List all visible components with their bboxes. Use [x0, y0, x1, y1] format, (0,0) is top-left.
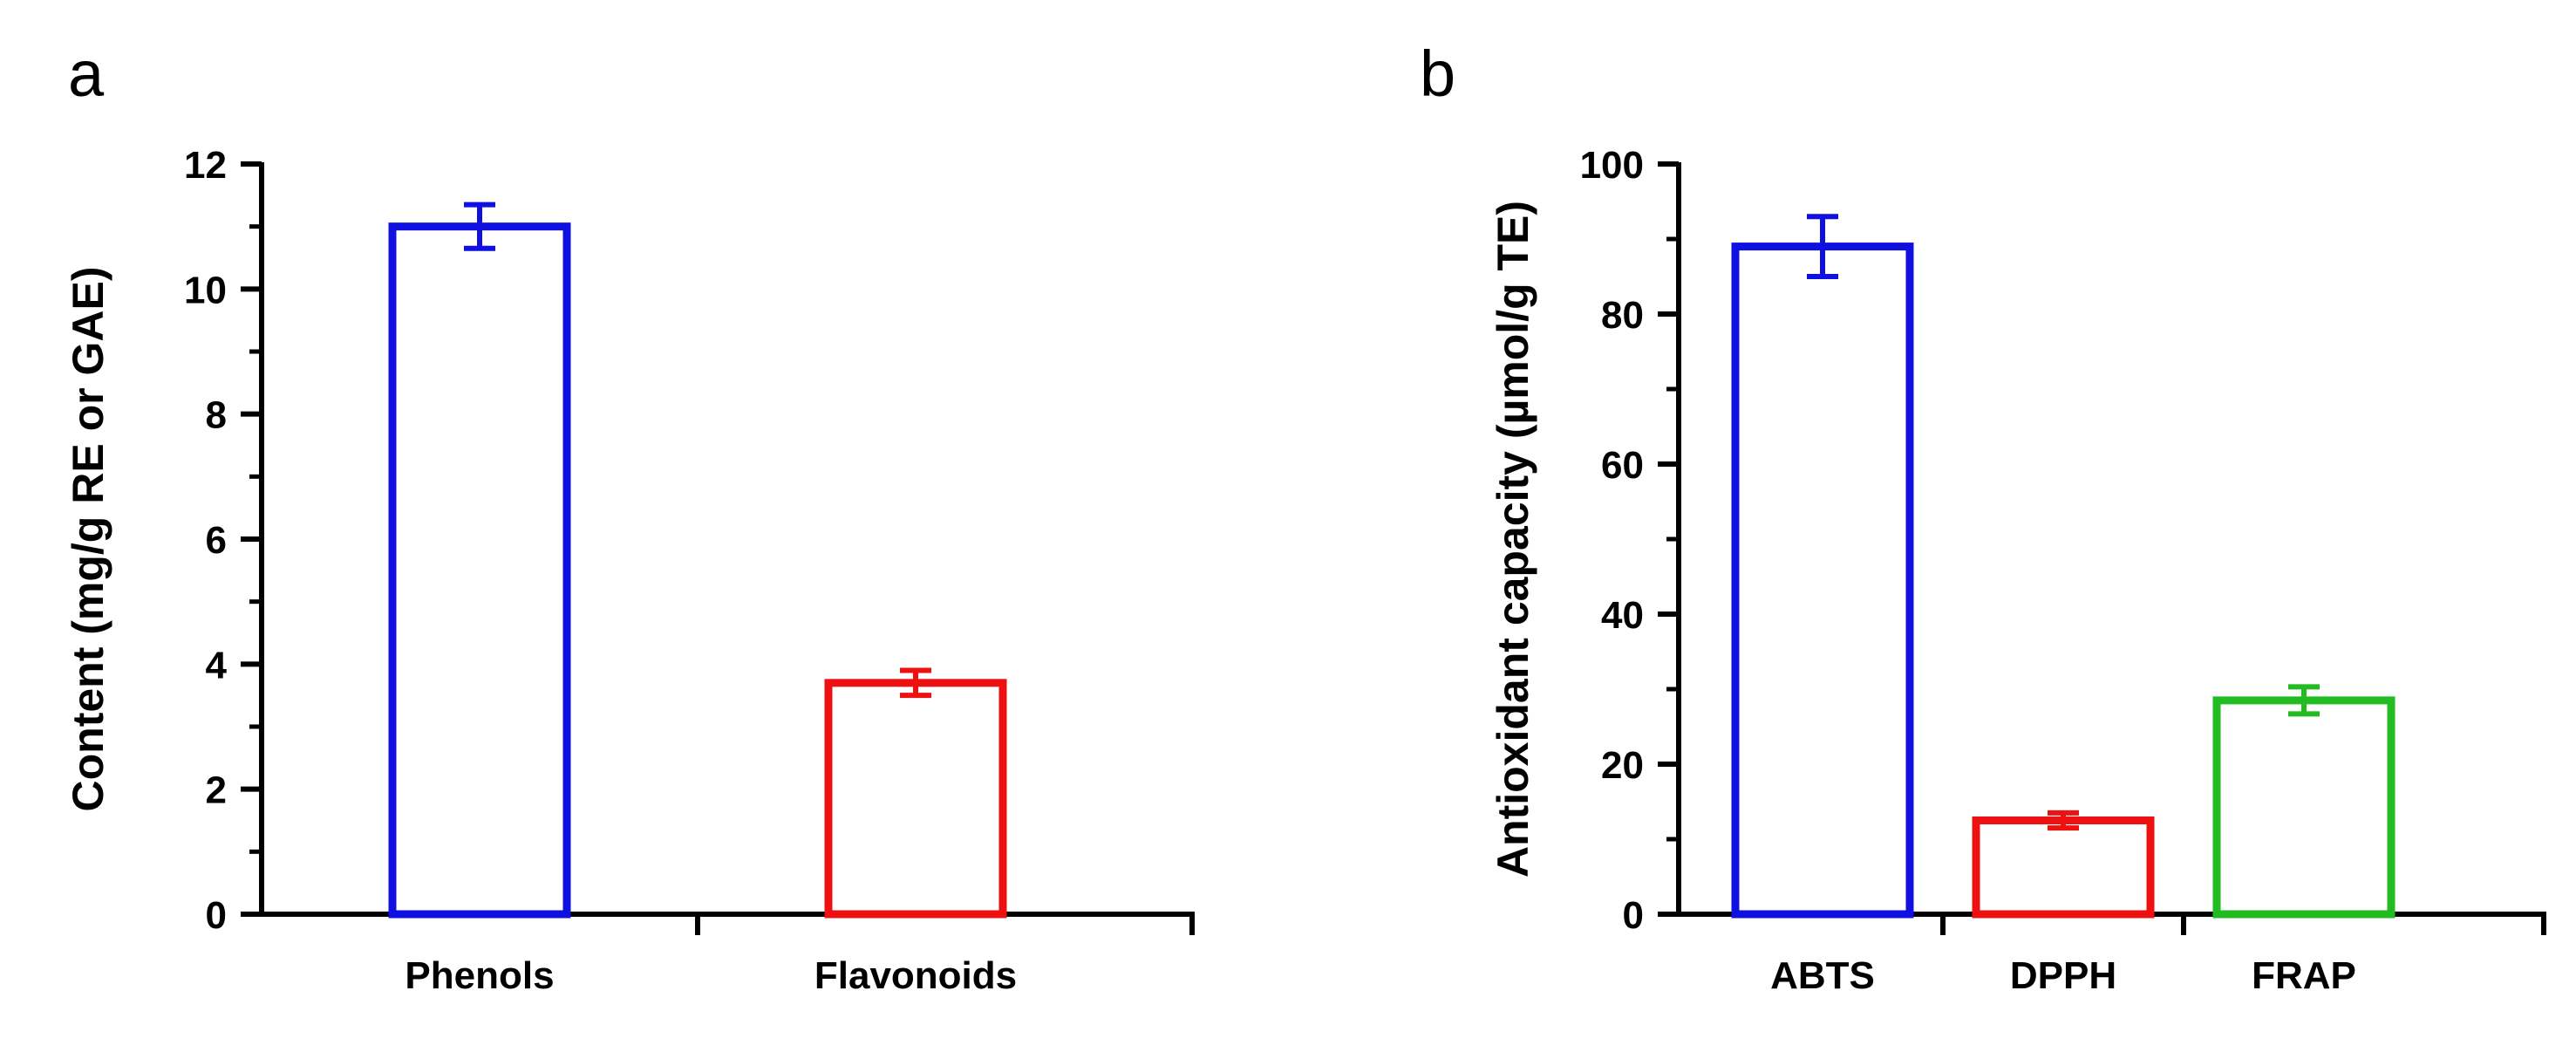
bar: [1731, 243, 1914, 919]
bar: [2212, 696, 2395, 919]
bar: [1972, 816, 2155, 919]
x-tick-label: DPPH: [2010, 954, 2116, 997]
panel-a-axes: [259, 162, 1195, 917]
y-tick-label: 6: [206, 519, 227, 562]
y-tick-label: 40: [1601, 594, 1644, 637]
panel-b-y-axis-title: Antioxidant capacity (µmol/g TE): [1489, 201, 1537, 878]
error-bar: [1807, 214, 1838, 279]
x-tick-label: FRAP: [2252, 954, 2356, 997]
x-tick-label: Flavonoids: [814, 954, 1017, 997]
panel-b-x-ticks: ABTS DPPH FRAP: [1770, 914, 2546, 997]
y-tick-label: 0: [1623, 894, 1644, 937]
panel-a-letter: a: [68, 38, 105, 110]
panel-a-y-axis-title: Content (mg/g RE or GAE): [64, 267, 112, 812]
y-tick-label: 12: [184, 144, 227, 187]
panel-a-x-ticks: Phenols Flavonoids: [405, 914, 1195, 997]
y-tick-label: 2: [206, 769, 227, 812]
x-tick-label: ABTS: [1770, 954, 1875, 997]
panel-b-axes: [1676, 162, 2546, 917]
error-bar: [900, 667, 931, 699]
error-bar: [464, 202, 495, 251]
panel-b-bars: [1731, 214, 2395, 919]
y-tick-label: 10: [184, 269, 227, 311]
y-tick-label: 4: [206, 644, 228, 687]
panel-a-y-ticks: 0 2 4 6 8 10 12: [184, 144, 262, 937]
error-bar: [2288, 684, 2320, 717]
y-tick-label: 100: [1580, 144, 1644, 187]
bar: [388, 222, 571, 919]
y-tick-label: 8: [206, 394, 227, 437]
error-bar: [2048, 810, 2079, 831]
panel-b-letter: b: [1420, 38, 1455, 110]
panel-a-chart: a Content (mg/g RE or GAE) 0 2 4 6 8 10 12 Phe…: [64, 38, 1195, 997]
bar: [824, 679, 1007, 919]
x-tick-label: Phenols: [405, 954, 554, 997]
panel-b-chart: b Antioxidant capacity (µmol/g TE) 0 20 40…: [1420, 38, 2546, 997]
y-tick-label: 20: [1601, 744, 1644, 787]
panel-b-y-ticks: 0 20 40 60 80 100: [1580, 144, 1679, 937]
y-tick-label: 80: [1601, 294, 1644, 337]
y-tick-label: 0: [206, 894, 227, 937]
y-tick-label: 60: [1601, 444, 1644, 487]
panel-a-bars: [388, 202, 1007, 919]
